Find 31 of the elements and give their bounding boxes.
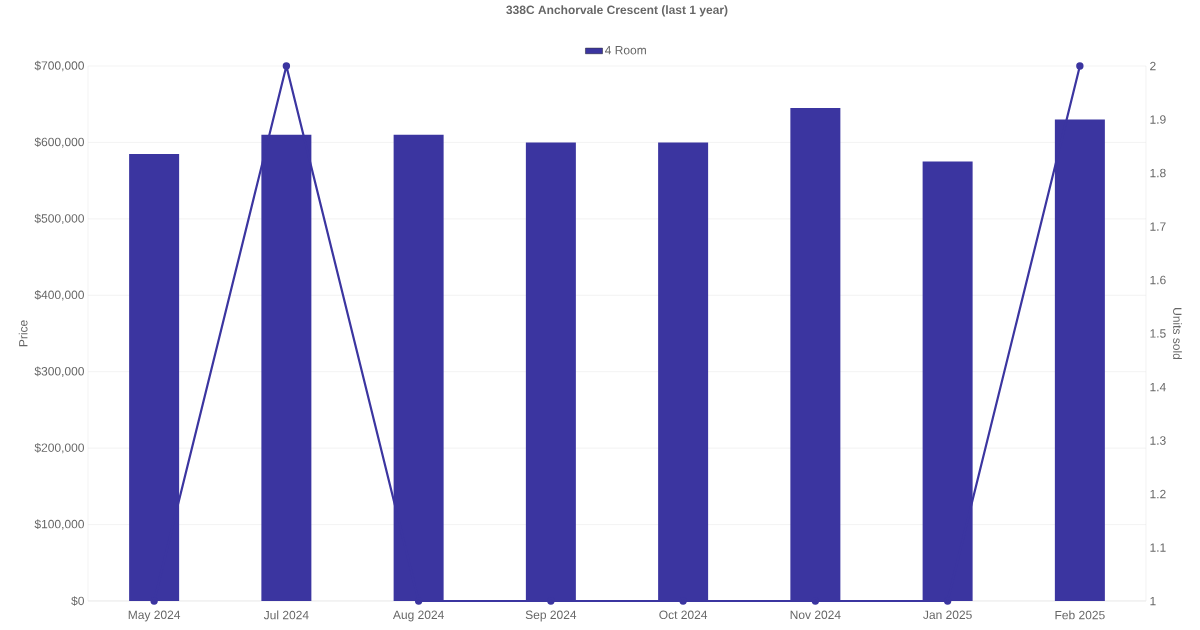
x-tick-label: Feb 2025 bbox=[1055, 610, 1105, 620]
y2-tick-label: 1.2 bbox=[1150, 489, 1166, 499]
y2-tick-label: 1.3 bbox=[1150, 436, 1166, 445]
y2-tick-label: 1.6 bbox=[1150, 275, 1166, 285]
x-tick-label: Oct 2024 bbox=[659, 610, 708, 620]
x-tick-label: Jul 2024 bbox=[263, 610, 309, 620]
y2-tick-label: 1.1 bbox=[1150, 543, 1166, 552]
x-tick-label: May 2024 bbox=[128, 610, 181, 622]
y2-tick-label: 1.8 bbox=[1150, 168, 1166, 178]
y2-tick-label: 1.5 bbox=[1150, 329, 1166, 338]
x-tick-label: Jan 2025 bbox=[923, 610, 972, 620]
y-tick-label: $300,000 bbox=[34, 366, 84, 377]
y-tick-label: $700,000 bbox=[34, 60, 84, 72]
y-tick-label: $0 bbox=[71, 596, 84, 606]
y-tick-label: $600,000 bbox=[34, 137, 84, 148]
y-tick-label: $100,000 bbox=[34, 519, 84, 530]
y-tick-label: $400,000 bbox=[34, 290, 84, 301]
y-tick-label: $500,000 bbox=[34, 213, 84, 225]
y2-tick-label: 1 bbox=[1150, 596, 1156, 606]
y2-tick-label: 1.7 bbox=[1150, 222, 1166, 231]
chart-title: 338C Anchorvale Crescent (last 1 year) bbox=[506, 5, 728, 17]
y-tick-label: $200,000 bbox=[34, 442, 84, 454]
y2-tick-label: 2 bbox=[1150, 61, 1156, 71]
x-tick-label: Nov 2024 bbox=[790, 610, 841, 620]
y-axis-title: Price bbox=[18, 320, 28, 347]
y2-axis-title: Units sold bbox=[1173, 308, 1182, 360]
x-tick-label: Sep 2024 bbox=[525, 610, 577, 622]
legend-label: 4 Room bbox=[605, 46, 646, 55]
x-tick-label: Aug 2024 bbox=[392, 610, 444, 622]
y2-tick-label: 1.9 bbox=[1150, 115, 1166, 124]
y2-tick-label: 1.4 bbox=[1150, 382, 1166, 392]
